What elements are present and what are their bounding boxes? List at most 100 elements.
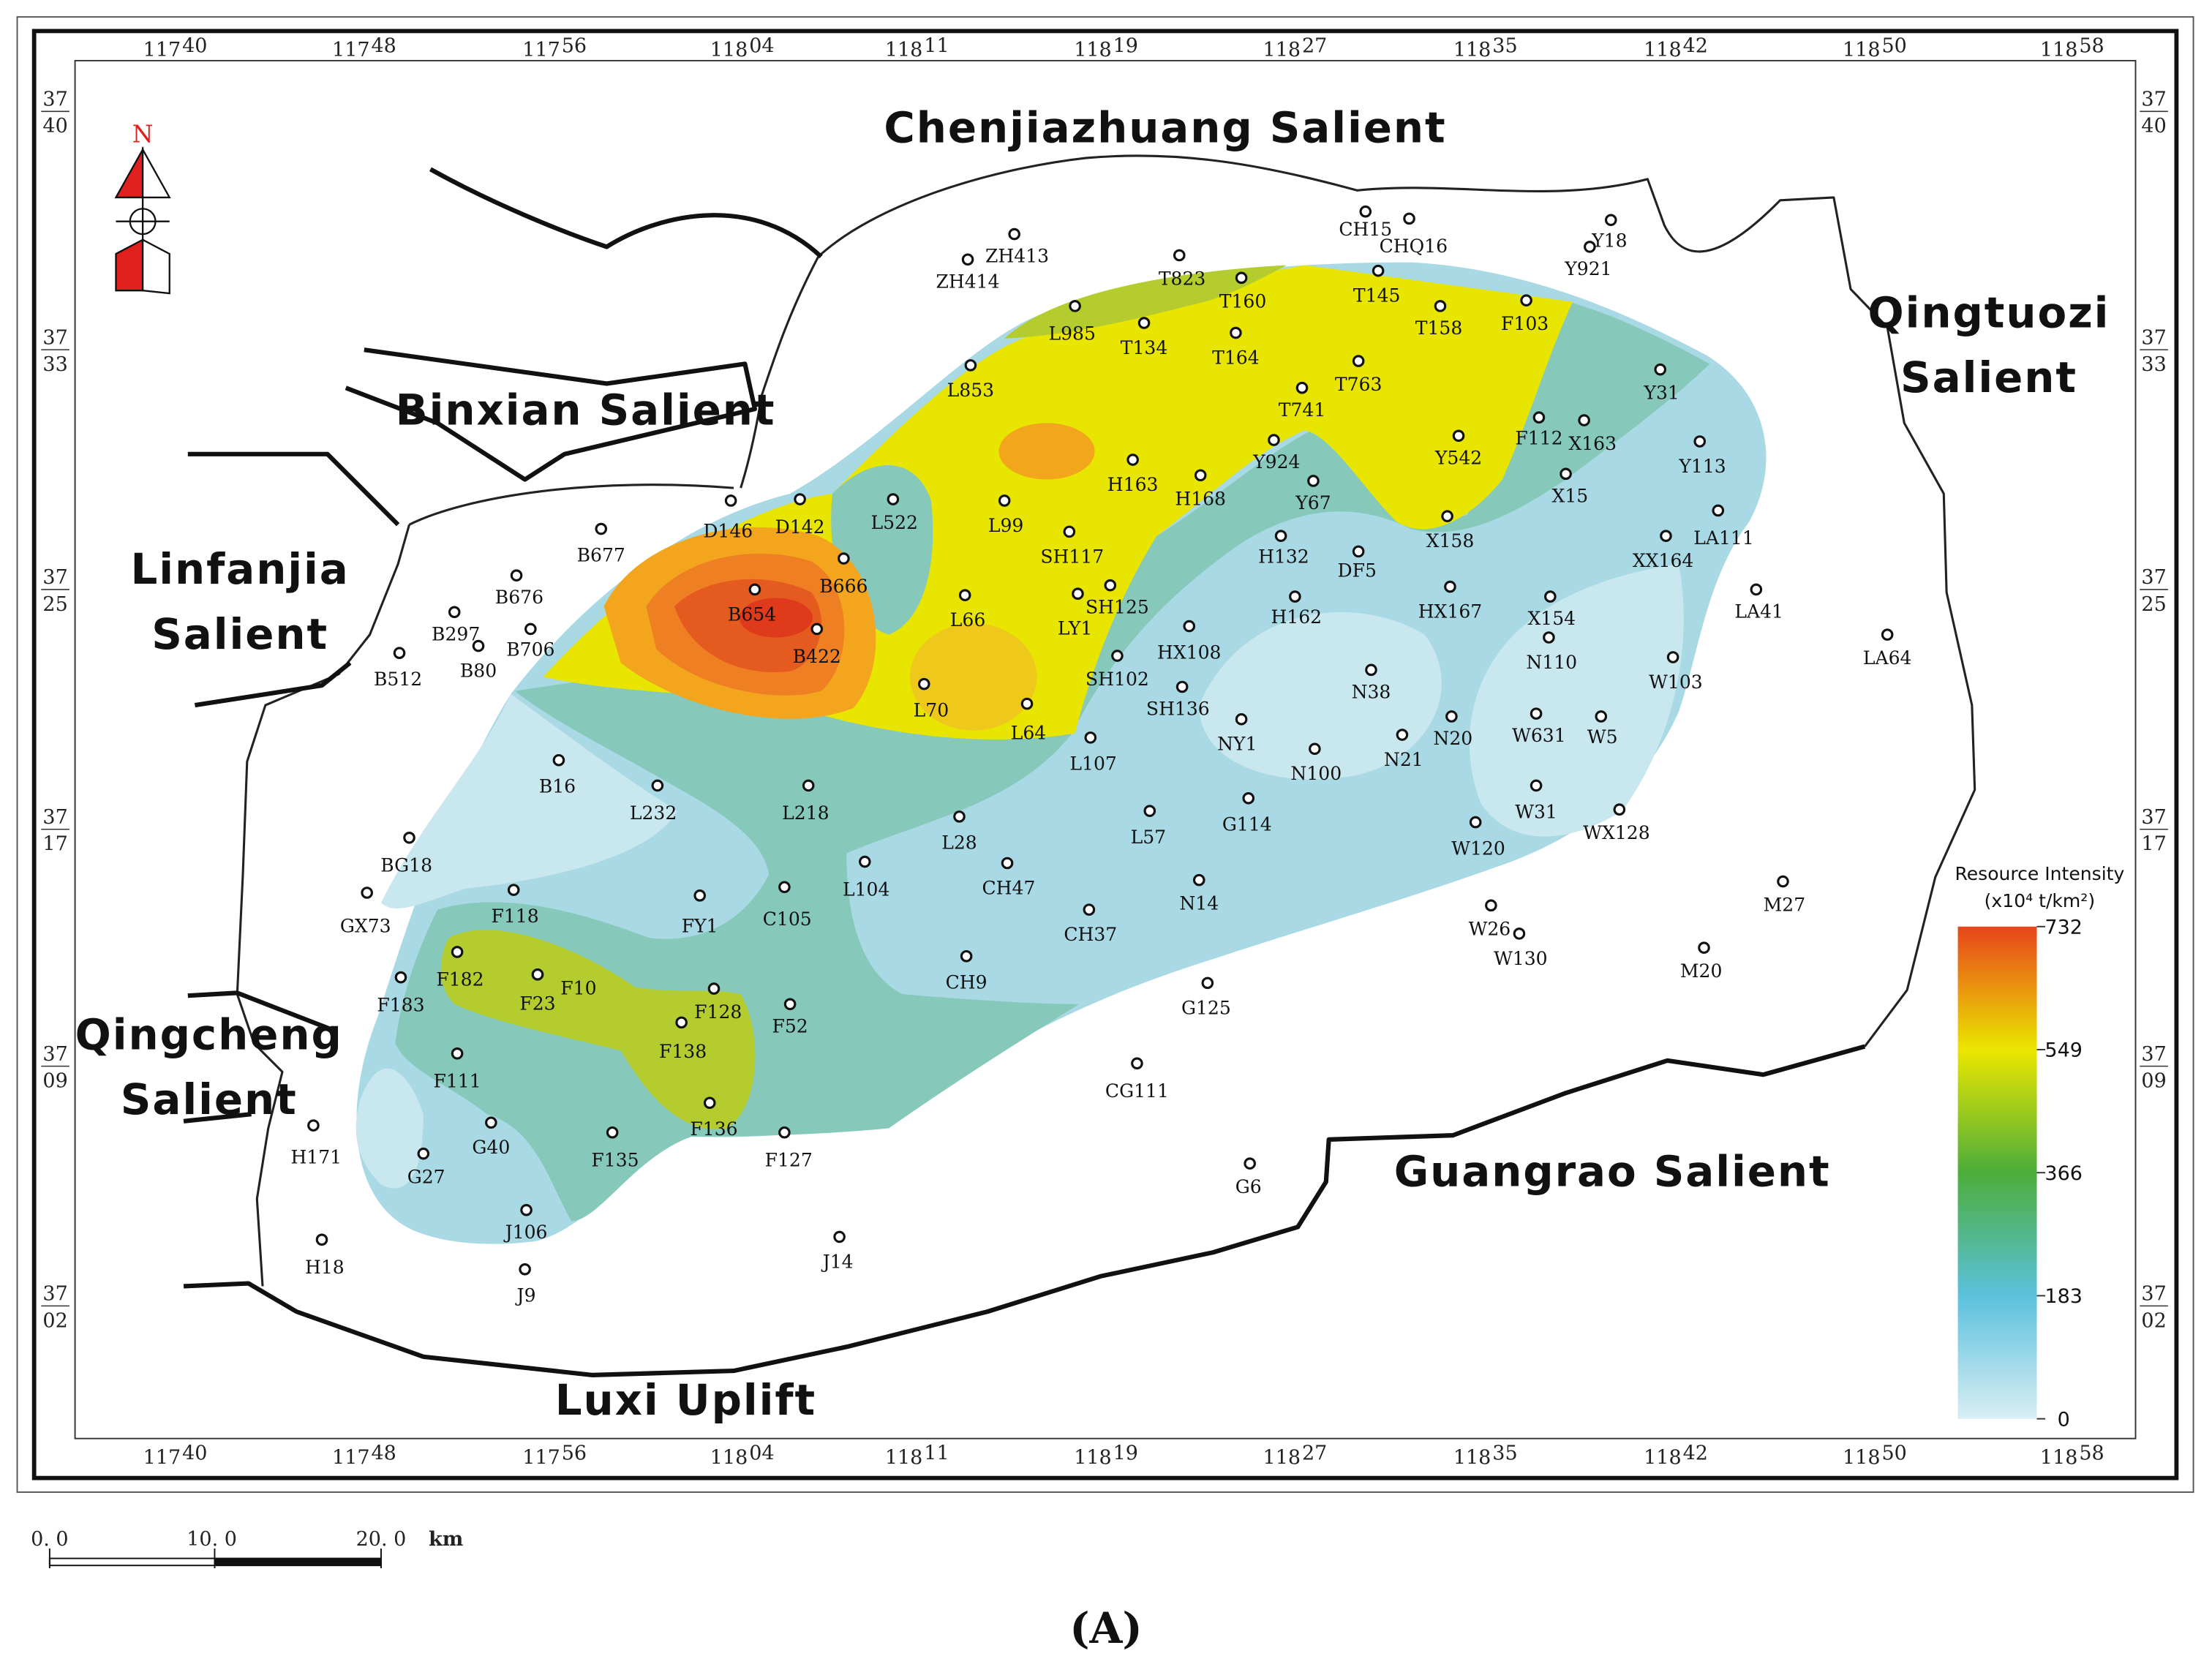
well-label: B16 bbox=[539, 776, 576, 797]
legend-tick-label: 366 bbox=[2044, 1162, 2083, 1185]
well-label: T158 bbox=[1415, 317, 1463, 339]
latitude-degree: 37 bbox=[42, 89, 67, 111]
well-label: F118 bbox=[492, 906, 539, 927]
region-labels: Chenjiazhuang Salient Qingtuozi Salient Bin… bbox=[75, 103, 2110, 1425]
longitude-degree: 117 bbox=[143, 39, 181, 61]
well-label: SH125 bbox=[1086, 597, 1149, 618]
well-marker bbox=[1084, 731, 1097, 744]
region-label: Qingtuozi bbox=[1868, 287, 2110, 337]
well-label: L28 bbox=[941, 832, 977, 854]
well-label: X163 bbox=[1568, 433, 1617, 454]
well-marker bbox=[1604, 214, 1617, 227]
scale-label: 10. 0 bbox=[187, 1528, 237, 1551]
well-marker bbox=[724, 494, 737, 507]
well-marker bbox=[1309, 742, 1321, 756]
well-marker bbox=[451, 1047, 464, 1060]
well-marker bbox=[361, 887, 373, 899]
latitude-minute: 02 bbox=[42, 1309, 67, 1332]
well-label: XX164 bbox=[1633, 550, 1693, 571]
well-label: B676 bbox=[495, 587, 543, 608]
well-marker bbox=[1230, 326, 1242, 339]
fault-line bbox=[740, 256, 820, 489]
well-label: X158 bbox=[1426, 530, 1475, 552]
well-marker bbox=[1666, 651, 1679, 663]
longitude-degree: 118 bbox=[1453, 1446, 1491, 1469]
contour-red bbox=[739, 598, 813, 638]
well-marker bbox=[315, 1233, 328, 1246]
latitude-degree: 37 bbox=[2141, 806, 2166, 829]
well-marker bbox=[394, 971, 407, 984]
well-label: F135 bbox=[591, 1150, 639, 1171]
caption: (A) bbox=[1069, 1603, 1143, 1653]
well-marker bbox=[1063, 525, 1076, 538]
well-label: FY1 bbox=[682, 915, 718, 936]
well-marker bbox=[1131, 1057, 1143, 1070]
well-marker bbox=[1543, 631, 1555, 644]
longitude-degree: 117 bbox=[522, 1446, 560, 1469]
longitude-degree: 117 bbox=[332, 1446, 370, 1469]
well-marker bbox=[1235, 713, 1248, 726]
well-marker bbox=[1520, 294, 1532, 306]
well-marker bbox=[1693, 435, 1707, 448]
well-label: F183 bbox=[377, 994, 424, 1015]
well-marker bbox=[748, 583, 761, 596]
latitude-minute: 09 bbox=[42, 1070, 67, 1093]
region-label: Linfanjia bbox=[131, 544, 350, 594]
well-label: T763 bbox=[1335, 374, 1382, 395]
well-marker bbox=[1201, 977, 1214, 990]
region-label: Chenjiazhuang Salient bbox=[884, 103, 1446, 153]
latitude-degree: 37 bbox=[42, 566, 67, 589]
well-label: CH47 bbox=[982, 877, 1036, 898]
well-label: F136 bbox=[690, 1118, 737, 1140]
well-label: T164 bbox=[1212, 347, 1260, 368]
well-label: L218 bbox=[782, 802, 829, 824]
well-marker bbox=[519, 1263, 531, 1276]
well-label: H168 bbox=[1175, 488, 1226, 509]
well-marker bbox=[524, 622, 537, 636]
well-marker bbox=[1532, 411, 1546, 424]
salient-boundary bbox=[187, 451, 400, 527]
latitude-degree: 37 bbox=[42, 1283, 67, 1306]
well-marker bbox=[998, 494, 1011, 507]
well-marker bbox=[964, 359, 977, 372]
well-marker bbox=[1175, 680, 1189, 693]
well-marker bbox=[1072, 587, 1084, 601]
well-label: H132 bbox=[1258, 546, 1309, 567]
well-label: LA111 bbox=[1693, 527, 1754, 549]
well-marker bbox=[917, 677, 930, 690]
well-label: F10 bbox=[560, 977, 596, 998]
well-label: G6 bbox=[1235, 1176, 1262, 1197]
latitude-minute: 25 bbox=[42, 593, 67, 616]
well-marker bbox=[1372, 264, 1385, 277]
well-marker bbox=[1307, 475, 1320, 487]
well-label: H18 bbox=[305, 1257, 345, 1278]
longitude-minute: 04 bbox=[749, 1442, 774, 1465]
well-marker bbox=[1268, 434, 1280, 446]
well-label: H163 bbox=[1107, 474, 1159, 495]
well-label: LA64 bbox=[1863, 647, 1912, 669]
well-label: M27 bbox=[1764, 895, 1806, 916]
well-marker bbox=[887, 493, 900, 505]
well-marker bbox=[1001, 857, 1014, 870]
well-label: Y113 bbox=[1678, 456, 1726, 477]
well-marker bbox=[1295, 381, 1309, 394]
well-marker bbox=[707, 982, 721, 995]
longitude-degree: 117 bbox=[332, 39, 370, 61]
latitude-degree: 37 bbox=[42, 326, 67, 349]
longitude-degree: 118 bbox=[710, 1446, 748, 1469]
well-label: ZH414 bbox=[936, 271, 1000, 292]
well-marker bbox=[1192, 873, 1205, 887]
region-label: Salient bbox=[151, 609, 328, 659]
legend-unit: (x10⁴ t/km²) bbox=[1985, 890, 2095, 911]
well-label: B512 bbox=[374, 669, 422, 690]
longitude-minute: 56 bbox=[562, 1442, 587, 1465]
longitude-minute: 11 bbox=[924, 34, 949, 57]
well-marker bbox=[1881, 628, 1894, 641]
well-label: T145 bbox=[1353, 285, 1401, 306]
well-label: CH9 bbox=[946, 972, 988, 993]
well-marker bbox=[1469, 816, 1482, 829]
latitude-degree: 37 bbox=[2141, 566, 2166, 589]
well-label: HX108 bbox=[1157, 641, 1221, 663]
legend: Resource Intensity (x10⁴ t/km²) 732 549 36… bbox=[1955, 863, 2124, 1431]
